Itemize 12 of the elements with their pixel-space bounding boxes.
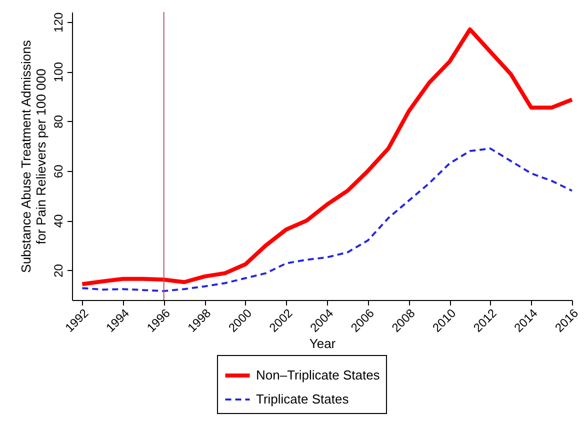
line-series xyxy=(80,27,574,286)
legend-label: Non–Triplicate States xyxy=(256,368,380,382)
legend-label: Triplicate States xyxy=(256,392,350,406)
x-axis-title: Year xyxy=(309,336,336,352)
y-tick-label: 20 xyxy=(52,264,66,278)
y-axis-title: Substance Abuse Treatment Admissions for Pain Relievers per 100 000 xyxy=(18,40,48,273)
y-tick-label: 120 xyxy=(52,12,66,32)
y-tick-label: 100 xyxy=(52,62,66,82)
line-series xyxy=(81,148,573,292)
y-tick-label: 80 xyxy=(52,114,66,128)
y-tick-label: 40 xyxy=(52,214,66,228)
y-tick-label: 60 xyxy=(52,164,66,178)
